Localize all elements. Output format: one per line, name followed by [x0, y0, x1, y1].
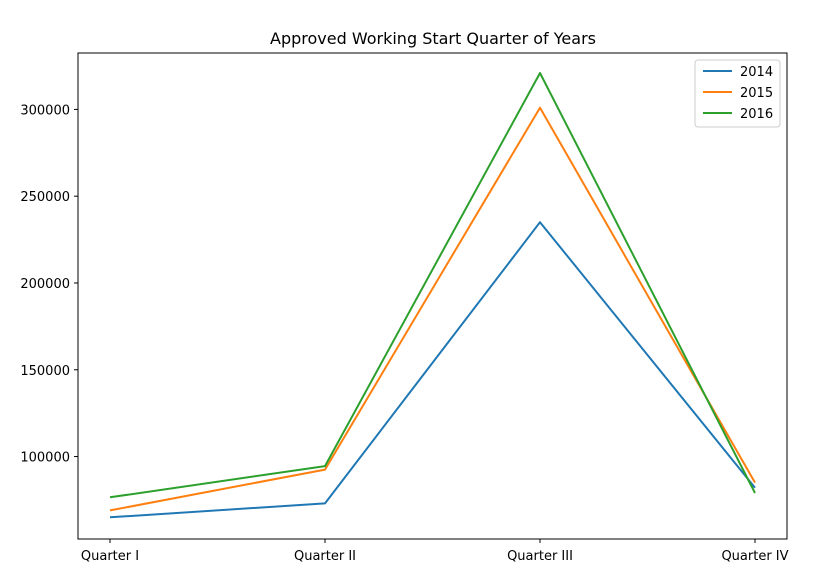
y-axis: 100000 150000 200000 250000 300000 [20, 103, 78, 466]
x-tick-label: Quarter IV [721, 549, 788, 564]
chart-title: Approved Working Start Quarter of Years [270, 29, 596, 48]
legend-label-2015: 2015 [740, 86, 773, 101]
series-line-2016 [109, 72, 756, 499]
y-tick-label: 250000 [20, 190, 70, 205]
legend-label-2014: 2014 [740, 65, 773, 80]
plot-frame [77, 52, 788, 540]
series-layer [109, 72, 756, 519]
y-tick-label: 150000 [20, 364, 70, 379]
x-tick-label: Quarter II [294, 549, 356, 564]
x-axis: Quarter I Quarter II Quarter III Quarter IV [81, 539, 789, 564]
legend-label-2016: 2016 [740, 107, 773, 122]
x-tick-label: Quarter I [81, 549, 139, 564]
x-tick-label: Quarter III [507, 549, 573, 564]
legend: 2014 2015 2016 [694, 59, 781, 128]
y-tick-label: 200000 [20, 277, 70, 292]
y-tick-label: 100000 [20, 451, 70, 466]
series-line-2015 [109, 106, 756, 512]
y-tick-label: 300000 [20, 103, 70, 118]
series-line-2014 [109, 221, 756, 519]
legend-box [694, 59, 781, 128]
